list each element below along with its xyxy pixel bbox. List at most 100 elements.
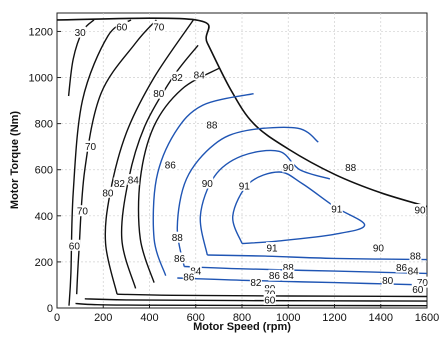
contour-label-bg [173,252,186,264]
contour-label: 82 [114,179,126,190]
contour-label-bg [113,177,126,189]
contour-label-bg [74,26,87,38]
contour-label: 86 [165,161,177,172]
x-tick-label: 200 [94,312,112,324]
contour-line-80 [104,19,194,295]
contour-label-bg [205,118,218,130]
contour-label: 90 [283,163,295,174]
contour-label-bg [266,242,279,254]
contour-label-bg [411,283,424,295]
contour-label-bg [409,250,422,262]
contour-label: 88 [345,163,357,174]
x-tick-label: 1600 [415,312,439,324]
contour-line-90 [207,254,428,261]
contour-label-bg [101,186,114,198]
contour-label: 86 [269,271,281,282]
contour-line-90 [199,149,331,256]
contour-label: 84 [128,176,140,187]
grid [57,13,427,308]
contour-label-bg [282,269,295,281]
contour-line-70 [84,298,428,302]
contour-line-86 [152,93,254,276]
contour-label: 91 [331,204,343,215]
contour-label: 90 [415,206,427,217]
y-tick-label: 400 [35,211,53,223]
contour-line-30 [67,19,95,97]
contour-label: 88 [283,263,295,274]
contour-label: 84 [283,271,295,282]
contour-label: 88 [172,233,184,244]
contour-label-bg [372,242,385,254]
contour-label: 60 [116,22,128,33]
contour-label-bg [330,202,343,214]
contour-label-bg [282,261,295,273]
contour-label-bg [282,161,295,173]
contour-label-bg [395,261,408,273]
contour-line-84 [137,67,220,283]
contour-label-bg [416,276,429,288]
y-tick-label: 200 [35,257,53,269]
y-tick-label: 600 [35,165,53,177]
contour-label: 91 [267,244,279,255]
contour-label-bg [127,174,140,186]
y-axis-ticks: 0 200 400 600 800 1000 1200 [29,26,61,315]
contour-label: 86 [396,263,408,274]
x-tick-label: 1400 [369,312,393,324]
contour-label-bg [171,231,184,243]
y-axis-label: Motor Torque (Nm) [9,111,21,210]
contour-line-91 [232,171,366,245]
contour-label: 80 [102,188,114,199]
contour-label: 82 [250,278,262,289]
contour-label-bg [263,282,276,294]
contour-line-60 [68,19,132,306]
x-tick-label: 400 [140,312,158,324]
contour-label: 90 [373,244,385,255]
contour-label: 91 [239,181,251,192]
contour-label-bg [414,204,427,216]
contour-label: 60 [412,285,424,296]
contour-label-bg [164,159,177,171]
contour-label: 80 [382,276,394,287]
contour-label-bg [84,140,97,152]
contour-lines [56,17,428,307]
x-axis-label: Motor Speed (rpm) [193,321,291,333]
contour-label: 86 [174,254,186,265]
contour-label-bg [115,20,128,32]
contour-label: 88 [410,252,422,263]
y-tick-label: 800 [35,119,53,131]
x-tick-label: 0 [54,312,60,324]
contour-label-bg [189,265,202,277]
contour-label: 80 [153,89,165,100]
contour-label: 84 [190,267,202,278]
x-tick-label: 800 [233,312,251,324]
x-tick-label: 600 [187,312,205,324]
contour-label: 90 [202,179,214,190]
contour-label-bg [152,87,165,99]
contour-line-88 [184,265,428,275]
contour-label: 86 [183,272,195,283]
contour-label-bg [268,269,281,281]
contour-label: 70 [77,207,89,218]
y-tick-label: 1000 [29,73,53,85]
contour-label-bg [249,276,262,288]
contour-label-bg [152,20,165,32]
x-tick-label: 1000 [276,312,300,324]
contour-label-bg [238,179,251,191]
contour-label: 84 [194,71,206,82]
contour-label: 70 [85,142,97,153]
y-tick-label: 0 [47,303,53,315]
contour-label: 88 [206,120,218,131]
contour-label-bg [171,71,184,83]
contour-label: 60 [264,295,276,306]
contour-label-bg [344,161,357,173]
contour-label-bg [407,265,420,277]
contour-label-bg [381,274,394,286]
contour-label-bg [76,205,89,217]
contour-line-70 [76,19,157,295]
contour-line-80 [117,293,428,298]
contour-label-bg [201,177,214,189]
contour-label-bg [182,270,195,282]
torque-envelope-line [56,17,428,208]
contour-label: 30 [75,28,87,39]
